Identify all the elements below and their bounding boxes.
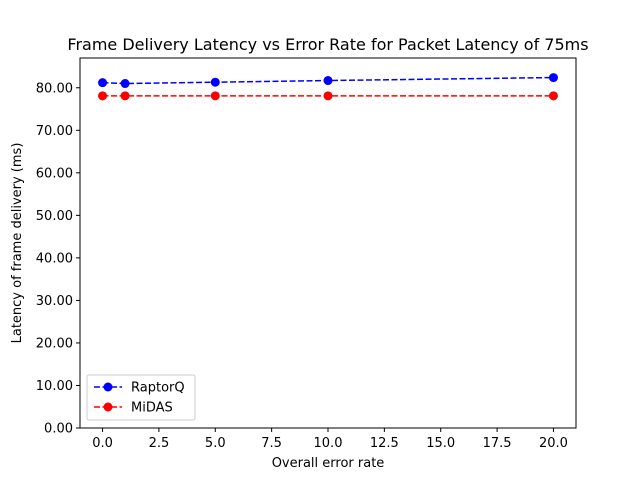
y-tick-label: 70.00	[36, 124, 73, 139]
x-tick-label: 15.0	[426, 436, 455, 451]
x-tick-label: 2.5	[149, 436, 170, 451]
x-tick-label: 20.0	[539, 436, 568, 451]
y-tick-label: 0.00	[44, 422, 73, 437]
data-point	[548, 73, 558, 83]
legend-item: MiDAS	[94, 401, 173, 416]
data-point	[323, 76, 333, 86]
legend-label: MiDAS	[131, 401, 173, 416]
series-raptorq	[98, 73, 558, 89]
y-tick-label: 60.00	[36, 166, 73, 181]
y-axis-label: Latency of frame delivery (ms)	[10, 143, 25, 344]
x-tick-label: 5.0	[205, 436, 226, 451]
data-point	[210, 77, 220, 87]
data-point	[98, 78, 108, 88]
series-layer	[98, 73, 558, 101]
x-tick-label: 7.5	[261, 436, 282, 451]
data-point	[323, 91, 333, 101]
data-point	[120, 91, 130, 101]
x-tick-label: 10.0	[314, 436, 343, 451]
legend-swatch-marker	[103, 382, 113, 392]
y-tick-label: 40.00	[36, 251, 73, 266]
y-tick-label: 80.00	[36, 81, 73, 96]
chart-title: Frame Delivery Latency vs Error Rate for…	[67, 35, 588, 54]
legend: RaptorQ MiDAS	[86, 374, 196, 421]
plot-area	[80, 58, 576, 428]
legend-item: RaptorQ	[94, 381, 185, 396]
data-point	[120, 79, 130, 89]
y-tick-label: 30.00	[36, 294, 73, 309]
x-tick-label: 12.5	[370, 436, 399, 451]
data-point	[98, 91, 108, 101]
y-tick-label: 50.00	[36, 209, 73, 224]
legend-label: RaptorQ	[131, 381, 185, 396]
data-point	[548, 91, 558, 101]
x-axis-label: Overall error rate	[272, 456, 385, 471]
y-tick-label: 20.00	[36, 336, 73, 351]
series-midas	[98, 91, 558, 101]
legend-swatch-marker	[103, 402, 113, 412]
x-axis: 0.0 2.5 5.0 7.5 10.0 12.5 15.0 17.5 20.0	[92, 428, 568, 451]
x-tick-label: 17.5	[483, 436, 512, 451]
data-point	[210, 91, 220, 101]
x-tick-label: 0.0	[92, 436, 113, 451]
y-tick-label: 10.00	[36, 379, 73, 394]
y-axis: 0.00 10.00 20.00 30.00 40.00 50.00 60.00 70.00 8…	[36, 81, 80, 437]
